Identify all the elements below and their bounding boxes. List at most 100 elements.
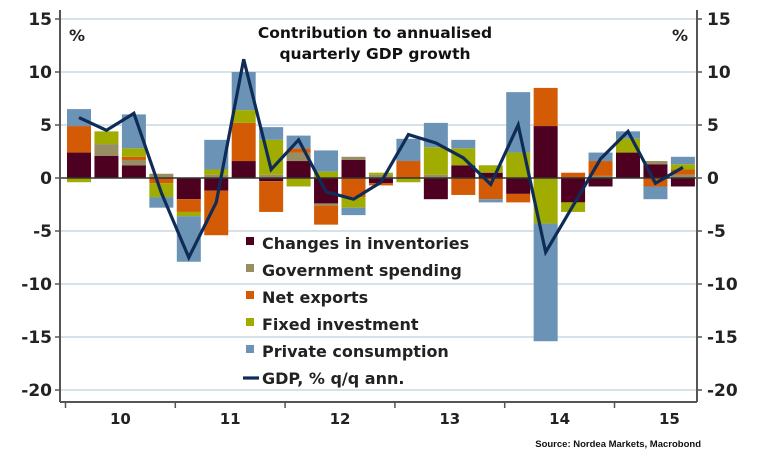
bar-segment-net-exports <box>451 178 476 195</box>
legend-swatch-net-exports <box>246 291 254 299</box>
bar-segment-changes-in-inventories <box>204 178 229 191</box>
y-axis-left-ticks: 15 10 5 0 -5 -10 -15 -20 <box>21 10 60 401</box>
x-tick-label: 13 <box>439 410 460 428</box>
bar-segment-fixed-investment <box>204 169 229 175</box>
legend-swatch-private-consumption <box>246 345 254 353</box>
bar-segment-changes-in-inventories <box>176 178 201 200</box>
bar-segment-net-exports <box>286 148 311 153</box>
bar-segment-private-consumption <box>314 150 339 172</box>
bar-segment-fixed-investment <box>423 147 448 175</box>
bar-segment-changes-in-inventories <box>451 165 476 178</box>
bar-segment-changes-in-inventories <box>670 178 695 187</box>
y-tick-label-right: 15 <box>707 10 731 30</box>
bar-segment-net-exports <box>506 193 531 203</box>
legend-label: Private consumption <box>262 342 449 361</box>
bar-segment-private-consumption <box>121 114 146 149</box>
legend-swatch-changes-in-inventories <box>246 237 254 245</box>
x-tick-label: 14 <box>549 410 570 428</box>
bar-segment-changes-in-inventories <box>533 126 558 178</box>
bar-segment-private-consumption <box>533 223 558 342</box>
bar-segment-net-exports <box>533 87 558 127</box>
y-tick-label-left: -10 <box>21 275 52 295</box>
y-tick-label-left: 15 <box>28 10 52 30</box>
bar-segment-changes-in-inventories <box>423 178 448 200</box>
bar-segment-net-exports <box>478 178 503 200</box>
bar-segment-government-spending <box>588 175 613 178</box>
bar-segment-government-spending <box>670 174 695 178</box>
y-tick-label-right: 0 <box>707 169 719 189</box>
bar-segment-net-exports <box>396 161 421 178</box>
bar-segment-government-spending <box>149 173 174 178</box>
bar-segment-private-consumption <box>643 186 668 200</box>
bar-segment-changes-in-inventories <box>616 152 640 178</box>
bar-segment-net-exports <box>341 178 366 198</box>
y-tick-label-left: -15 <box>21 328 52 348</box>
bar-segment-net-exports <box>67 126 91 153</box>
y-tick-label-left: 0 <box>40 169 52 189</box>
bar-segment-government-spending <box>643 161 668 165</box>
bar-segment-government-spending <box>259 174 284 178</box>
legend-swatch-fixed-investment <box>246 318 254 326</box>
bar-segment-fixed-investment <box>121 148 146 157</box>
y-tick-label-right: -20 <box>707 381 738 401</box>
bar-segment-government-spending <box>204 174 229 178</box>
legend-label: Net exports <box>262 288 368 307</box>
y-axis-right-ticks: 15 10 5 0 -5 -10 -15 -20 <box>697 10 738 401</box>
y-unit-right: % <box>672 26 688 45</box>
bar-segment-private-consumption <box>451 139 476 149</box>
bar-segment-changes-in-inventories <box>67 152 91 178</box>
bar-segment-net-exports <box>231 122 256 162</box>
bar-segment-changes-in-inventories <box>121 165 146 178</box>
bar-segment-net-exports <box>314 205 339 225</box>
bar-segment-net-exports <box>670 169 695 175</box>
bar-segment-private-consumption <box>341 207 366 216</box>
chart-title-line-1: Contribution to annualised <box>258 24 492 42</box>
y-tick-label-right: -15 <box>707 328 738 348</box>
x-tick-label: 15 <box>659 410 680 428</box>
bar-segment-fixed-investment <box>286 178 311 187</box>
bar-segment-fixed-investment <box>67 178 91 183</box>
bars-group <box>67 72 695 342</box>
y-tick-label-right: -10 <box>707 275 738 295</box>
bar-segment-changes-in-inventories <box>231 161 256 178</box>
bar-segment-fixed-investment <box>176 211 201 217</box>
x-axis-ticks: 10 11 12 13 14 15 <box>64 402 680 428</box>
bar-segment-changes-in-inventories <box>259 178 284 182</box>
bar-segment-fixed-investment <box>670 164 695 170</box>
bar-segment-fixed-investment <box>231 110 256 123</box>
bar-segment-changes-in-inventories <box>588 178 613 187</box>
x-tick-label: 11 <box>220 410 241 428</box>
chart-title-line-2: quarterly GDP growth <box>279 45 470 63</box>
bar-segment-changes-in-inventories <box>94 155 119 178</box>
bar-segment-net-exports <box>176 199 201 212</box>
bar-segment-net-exports <box>561 172 586 178</box>
bar-segment-net-exports <box>259 181 284 212</box>
bar-segment-net-exports <box>149 178 174 184</box>
bar-segment-government-spending <box>314 203 339 206</box>
y-tick-label-left: 5 <box>40 116 52 136</box>
bar-segment-private-consumption <box>670 156 695 165</box>
y-tick-label-right: -5 <box>707 222 726 242</box>
source-note: Source: Nordea Markets, Macrobond <box>535 439 701 450</box>
gdp-line <box>78 58 684 262</box>
legend-label: Fixed investment <box>262 315 419 334</box>
y-tick-label-left: 10 <box>28 63 52 83</box>
y-tick-label-left: -20 <box>21 381 52 401</box>
bar-segment-fixed-investment <box>314 171 339 178</box>
bar-segment-private-consumption <box>478 199 503 203</box>
bar-segment-government-spending <box>423 174 448 178</box>
y-tick-label-right: 10 <box>707 63 731 83</box>
bar-segment-government-spending <box>368 174 393 178</box>
y-unit-left: % <box>69 26 85 45</box>
x-tick-label: 12 <box>330 410 351 428</box>
legend: Changes in inventories Government spendin… <box>243 234 469 388</box>
bar-segment-changes-in-inventories <box>478 172 503 178</box>
legend-label: Changes in inventories <box>262 234 469 253</box>
bar-segment-fixed-investment <box>396 178 421 183</box>
bar-segment-fixed-investment <box>94 131 119 145</box>
bar-segment-government-spending <box>121 159 146 166</box>
bar-segment-changes-in-inventories <box>506 178 531 194</box>
bar-segment-government-spending <box>286 152 311 162</box>
bar-segment-fixed-investment <box>341 197 366 208</box>
x-tick-label: 10 <box>110 410 131 428</box>
